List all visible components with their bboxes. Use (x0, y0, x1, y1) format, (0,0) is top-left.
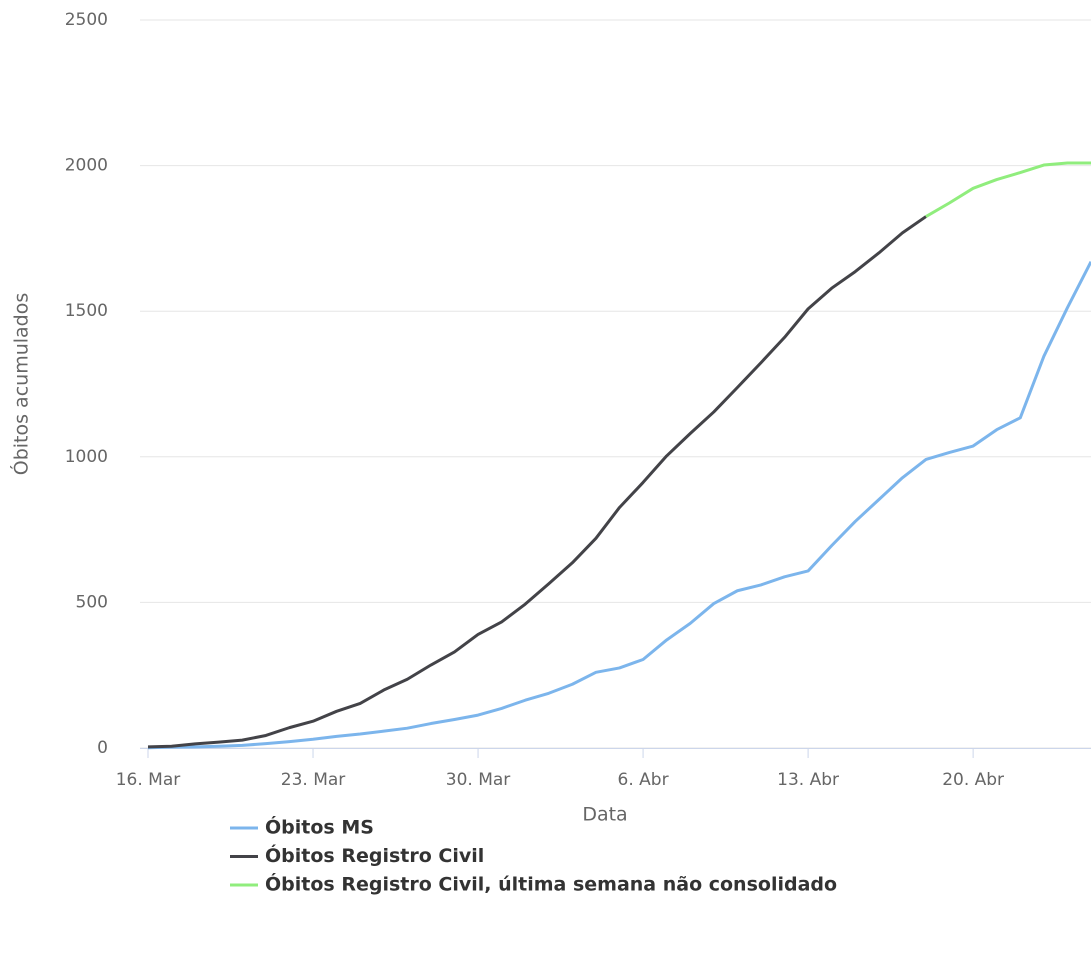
series-line (147, 261, 1091, 750)
x-tick-label: 23. Mar (281, 770, 346, 790)
series-line (925, 161, 1091, 218)
legend-label: Óbitos Registro Civil (265, 843, 484, 867)
y-tick-label: 1500 (65, 301, 108, 321)
legend-label: Óbitos Registro Civil, última semana não… (265, 872, 837, 896)
y-tick-label: 2000 (65, 156, 108, 176)
x-tick-label: 13. Abr (777, 770, 839, 790)
legend-label: Óbitos MS (265, 815, 374, 839)
x-tick-label: 20. Abr (942, 770, 1004, 790)
y-tick-label: 0 (97, 738, 108, 758)
x-tick-label: 6. Abr (618, 770, 669, 790)
x-tick-label: 30. Mar (446, 770, 511, 790)
y-tick-label: 1000 (65, 447, 108, 467)
series-line (147, 215, 927, 749)
x-axis-title: Data (582, 804, 627, 826)
y-tick-label: 500 (76, 592, 108, 612)
y-axis-title: Óbitos acumulados (9, 293, 33, 476)
x-tick-label: 16. Mar (116, 770, 181, 790)
y-tick-label: 2500 (65, 10, 108, 30)
